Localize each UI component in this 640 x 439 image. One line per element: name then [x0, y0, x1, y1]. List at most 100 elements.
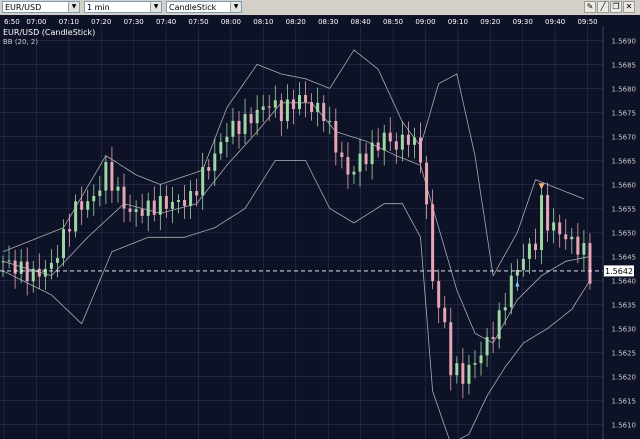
- candle-up: [31, 268, 35, 282]
- candle-down: [310, 102, 314, 113]
- time-axis-background: [0, 15, 603, 26]
- price-tick-label: 1.5665: [612, 157, 637, 165]
- interval-select[interactable]: 1 min ▼: [84, 1, 162, 13]
- candle-down: [334, 120, 338, 153]
- candle-down: [140, 209, 144, 216]
- candle-up: [503, 307, 507, 311]
- time-tick-label: 08:50: [383, 18, 403, 26]
- candle-down: [491, 336, 495, 340]
- candle-down: [419, 137, 423, 163]
- candle-down: [425, 162, 429, 205]
- time-tick-label: 08:20: [286, 18, 306, 26]
- candle-up: [62, 229, 66, 259]
- candle-down: [13, 260, 17, 274]
- candle-up: [370, 142, 374, 165]
- price-tick-label: 1.5690: [612, 37, 637, 45]
- current-price-box: [604, 265, 634, 277]
- candle-down: [207, 167, 211, 171]
- candle-up: [316, 102, 320, 113]
- price-tick-label: 1.5610: [612, 422, 637, 430]
- price-chart[interactable]: 6:50 07:00 07:10 07:20 07:30 07:40 07:50 08:00 0…: [0, 15, 640, 439]
- candle-up: [7, 260, 11, 262]
- candle-up: [455, 363, 459, 376]
- candle-up: [382, 132, 386, 151]
- chart-type-select[interactable]: CandleStick ▼: [166, 1, 242, 13]
- candle-down: [80, 201, 84, 210]
- candle-down: [558, 222, 562, 235]
- chart-background: [0, 15, 640, 439]
- pencil-icon[interactable]: ✎: [584, 1, 596, 13]
- candle-down: [122, 186, 126, 209]
- candle-down: [164, 196, 168, 209]
- bollinger-bands: [2, 49, 591, 439]
- chevron-down-icon[interactable]: ▼: [150, 2, 161, 12]
- candle-up: [467, 364, 471, 384]
- candle-up: [328, 120, 332, 122]
- time-tick-label: 07:30: [124, 18, 144, 26]
- candle-up: [570, 236, 574, 240]
- candle-up: [255, 109, 259, 124]
- line-icon[interactable]: ╱: [597, 1, 609, 13]
- price-axis: 1.5610 1.5615 1.5620 1.5625 1.5630 1.5635 1.56…: [612, 37, 637, 429]
- bollinger-lower-line: [2, 160, 591, 439]
- candle-up: [261, 106, 265, 110]
- candle-up: [116, 186, 120, 191]
- candle-down: [564, 234, 568, 240]
- time-tick-label: 09:10: [448, 18, 468, 26]
- candle-down: [279, 100, 283, 122]
- candle-up: [497, 310, 501, 340]
- candle-up: [400, 134, 404, 150]
- bollinger-middle-line: [2, 102, 590, 344]
- current-price-label: 1.5642: [605, 267, 633, 276]
- price-tick-label: 1.5655: [612, 205, 637, 213]
- candle-up: [19, 261, 23, 274]
- candle-up: [146, 200, 150, 216]
- candle-up: [358, 153, 362, 172]
- candle-down: [376, 142, 380, 151]
- candle-down: [68, 229, 72, 232]
- candle-up: [509, 275, 513, 308]
- candle-up: [1, 261, 5, 263]
- candle-down: [291, 99, 295, 110]
- candle-up: [189, 191, 193, 206]
- price-tick-label: 1.5650: [612, 230, 637, 238]
- candle-up: [473, 363, 477, 365]
- candle-down: [461, 363, 465, 384]
- candle-up: [219, 142, 223, 154]
- chevron-down-icon[interactable]: ▼: [230, 2, 241, 12]
- price-tick-label: 1.5660: [612, 181, 637, 189]
- candle-down: [322, 102, 326, 121]
- time-tick-label: 07:50: [188, 18, 208, 26]
- candle-down: [304, 95, 308, 103]
- time-tick-label: 09:50: [577, 18, 597, 26]
- candle-down: [437, 281, 441, 308]
- chart-title: EUR/USD (CandleStick): [3, 28, 95, 37]
- candle-up: [158, 196, 162, 215]
- price-tick-label: 1.5685: [612, 61, 637, 69]
- candle-down: [346, 157, 350, 175]
- candle-up: [527, 243, 531, 259]
- bollinger-upper-line: [2, 49, 585, 277]
- candle-up: [92, 195, 96, 202]
- candle-up: [176, 200, 180, 202]
- chevron-down-icon[interactable]: ▼: [68, 2, 79, 12]
- candle-down: [406, 134, 410, 145]
- candle-up: [134, 209, 138, 212]
- time-tick-label: 09:30: [513, 18, 533, 26]
- candle-up: [213, 153, 217, 171]
- current-price-tag: 1.5642: [604, 265, 634, 277]
- restore-icon[interactable]: ❐: [610, 1, 622, 13]
- candle-down: [249, 114, 253, 124]
- symbol-select[interactable]: EUR/USD ▼: [2, 1, 80, 13]
- price-axis-background: [603, 15, 640, 439]
- time-tick-label: 09:20: [480, 18, 500, 26]
- close-icon[interactable]: ✕: [623, 1, 635, 13]
- candle-up: [225, 136, 229, 143]
- candle-down: [443, 307, 447, 323]
- candle-up: [412, 137, 416, 145]
- candle-up: [86, 201, 90, 210]
- time-tick-label: 07:00: [26, 18, 46, 26]
- candle-up: [201, 167, 205, 196]
- candle-down: [195, 191, 199, 196]
- candle-down: [340, 152, 344, 158]
